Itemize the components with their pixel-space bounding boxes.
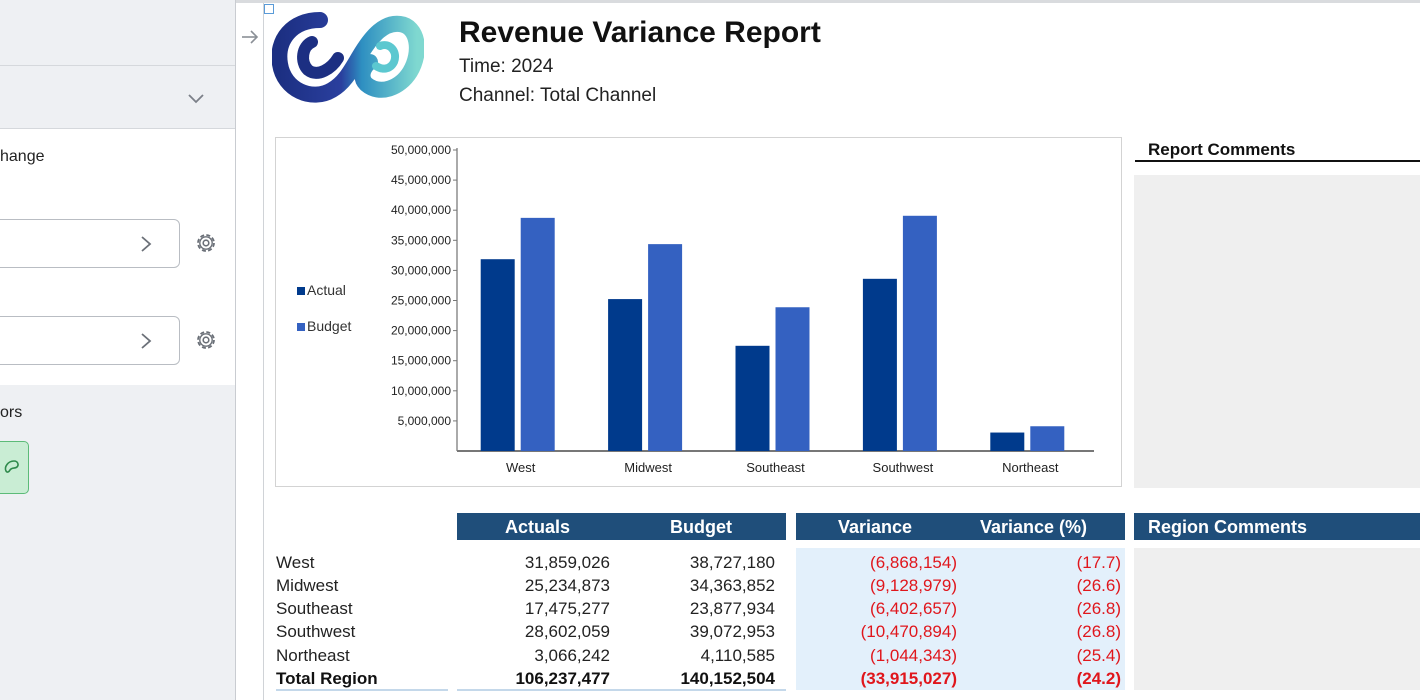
cell-actuals: 25,234,873 <box>524 576 610 595</box>
bar-actual-southwest <box>862 278 897 451</box>
cell-actuals: 28,602,059 <box>524 622 610 641</box>
row-region: Southeast <box>276 599 353 618</box>
legend-label-actual: Actual <box>307 282 346 298</box>
bar-budget-northeast <box>1030 426 1065 451</box>
bar-budget-southwest <box>902 215 937 451</box>
report-comments-title: Report Comments <box>1148 140 1296 159</box>
cell-budget: 4,110,585 <box>700 646 775 665</box>
cell-variance-pct: (26.8) <box>1076 599 1121 618</box>
resize-handle[interactable] <box>264 4 274 14</box>
y-tick-label: 50,000,000 <box>391 143 451 157</box>
cell-actuals: 31,859,026 <box>524 553 610 572</box>
selector-field-1[interactable] <box>0 219 180 268</box>
report-time: Time: 2024 <box>459 56 554 77</box>
section-header[interactable] <box>0 67 235 129</box>
bar-budget-west <box>520 217 555 451</box>
bar-budget-southeast <box>775 307 810 451</box>
revenue-chart: 5,000,000 10,000,000 15,000,000 20,000,000 2… <box>275 137 1122 487</box>
gear-icon[interactable] <box>193 327 219 353</box>
x-tick-label: Southwest <box>873 460 934 475</box>
table-header-actuals-budget: Actuals Budget <box>457 513 786 540</box>
report-title: Revenue Variance Report <box>459 16 821 49</box>
cell-budget: 23,877,934 <box>689 599 775 618</box>
y-tick-label: 15,000,000 <box>391 354 451 368</box>
table-header-region-comments: Region Comments <box>1134 513 1420 540</box>
bar-actual-west <box>480 259 515 451</box>
cell-variance-pct: (17.7) <box>1076 553 1121 572</box>
header-variance-pct: Variance (%) <box>980 517 1088 537</box>
cell-variance-pct: (24.2) <box>1076 669 1121 688</box>
header-budget: Budget <box>670 517 732 537</box>
table-header-variance: Variance Variance (%) <box>796 513 1125 540</box>
palette-button[interactable] <box>0 441 29 494</box>
left-panel: hange ors <box>0 0 236 700</box>
bar-budget-midwest <box>648 244 683 451</box>
total-underline <box>457 689 786 691</box>
bar-actual-midwest <box>608 299 643 451</box>
chevron-right-icon <box>141 333 152 349</box>
top-border <box>236 0 1420 3</box>
cell-variance-pct: (25.4) <box>1076 646 1121 665</box>
y-tick-label: 10,000,000 <box>391 384 451 398</box>
chevron-right-icon <box>141 236 152 252</box>
y-tick-label: 40,000,000 <box>391 203 451 217</box>
report-channel: Channel: Total Channel <box>459 85 657 106</box>
x-tick-label: Northeast <box>1002 460 1059 475</box>
row-region: Total Region <box>276 669 378 688</box>
brush-icon <box>4 460 19 473</box>
cell-actuals: 106,237,477 <box>515 669 610 688</box>
y-tick-label: 30,000,000 <box>391 263 451 277</box>
x-tick-label: Southeast <box>746 460 805 475</box>
y-tick-label: 35,000,000 <box>391 233 451 247</box>
row-region: Midwest <box>276 576 339 595</box>
cell-variance-pct: (26.8) <box>1076 622 1121 641</box>
cell-actuals: 3,066,242 <box>534 646 610 665</box>
x-tick-label: West <box>506 460 536 475</box>
cell-variance: (6,868,154) <box>870 553 957 572</box>
gear-icon[interactable] <box>193 230 219 256</box>
y-tick-label: 45,000,000 <box>391 173 451 187</box>
y-tick-label: 5,000,000 <box>398 414 452 428</box>
variance-column-bg <box>796 548 1125 690</box>
chevron-down-icon[interactable] <box>186 88 206 108</box>
row-region: Northeast <box>276 646 350 665</box>
header-variance: Variance <box>838 517 913 537</box>
row-region: Southwest <box>276 622 356 641</box>
legend-swatch-budget <box>297 323 305 331</box>
y-tick-label: 20,000,000 <box>391 324 451 338</box>
legend-label-budget: Budget <box>307 318 351 334</box>
report-comments-box[interactable] <box>1134 175 1420 488</box>
header-actuals: Actuals <box>505 517 571 537</box>
header-region-comments: Region Comments <box>1148 517 1308 537</box>
total-underline <box>276 689 448 691</box>
company-logo <box>272 12 424 103</box>
region-comments-box[interactable] <box>1134 548 1420 690</box>
colors-label: ors <box>0 404 23 421</box>
bar-actual-northeast <box>990 432 1025 451</box>
report-canvas-edge <box>263 3 264 700</box>
arrow-right-icon[interactable] <box>240 27 260 47</box>
cell-variance: (10,470,894) <box>860 622 957 641</box>
cell-variance: (6,402,657) <box>870 599 957 618</box>
selector-field-2[interactable] <box>0 316 180 365</box>
row-region: West <box>276 553 315 572</box>
y-tick-label: 25,000,000 <box>391 294 451 308</box>
cell-variance: (33,915,027) <box>860 669 957 688</box>
cell-variance-pct: (26.6) <box>1076 576 1121 595</box>
cell-variance: (9,128,979) <box>870 576 957 595</box>
x-tick-label: Midwest <box>624 460 672 475</box>
cell-variance: (1,044,343) <box>870 646 957 665</box>
cell-budget: 140,152,504 <box>680 669 775 688</box>
cell-budget: 39,072,953 <box>689 622 775 641</box>
legend-swatch-actual <box>297 287 305 295</box>
report-comments-rule <box>1135 160 1420 162</box>
cell-budget: 38,727,180 <box>689 553 775 572</box>
bar-actual-southeast <box>735 345 770 451</box>
left-panel-header <box>0 0 235 66</box>
cell-actuals: 17,475,277 <box>524 599 610 618</box>
chart-canvas: 5,000,000 10,000,000 15,000,000 20,000,000 2… <box>297 143 1094 475</box>
cell-budget: 34,363,852 <box>689 576 775 595</box>
change-label: hange <box>0 148 45 165</box>
